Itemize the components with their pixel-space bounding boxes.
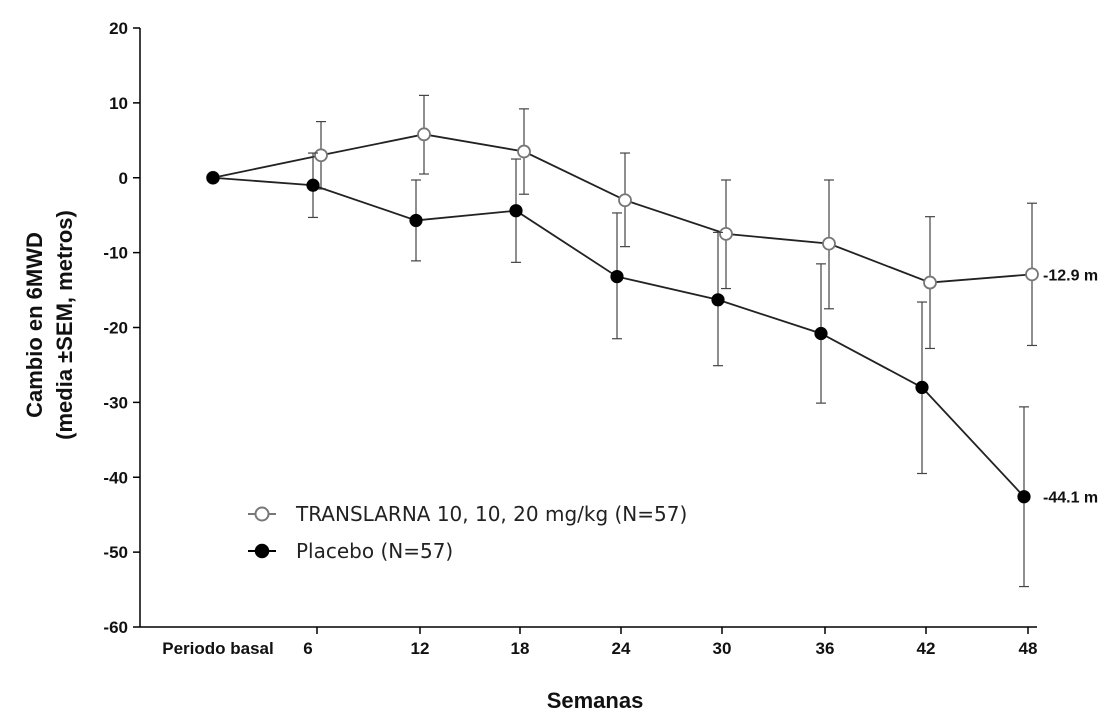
y-axis-title-line2: (media ±SEM, metros) (52, 210, 77, 440)
data-point (814, 326, 828, 341)
y-tick-label: 10 (109, 94, 128, 113)
legend-marker-placebo (254, 543, 270, 559)
data-point (618, 193, 632, 208)
y-tick-label: 20 (109, 19, 128, 38)
y-ticks: 20 10 0 -10 -20 -30 -40 -50 -60 (103, 19, 140, 637)
data-point (314, 148, 328, 163)
x-axis-title: Semanas (547, 688, 644, 713)
y-tick-label: -30 (103, 393, 128, 412)
y-tick-label: -50 (103, 543, 128, 562)
data-point (711, 293, 725, 307)
x-tick-label: Periodo basal (162, 639, 273, 658)
data-point (923, 275, 937, 290)
y-tick-label: -40 (103, 468, 128, 487)
y-axis-title: Cambio en 6MWD (media ±SEM, metros) (22, 210, 77, 440)
end-value-label: -44.1 m (1043, 490, 1098, 507)
data-point (306, 178, 320, 192)
data-point (610, 269, 624, 284)
x-tick-label: 48 (1019, 639, 1038, 658)
series-line (212, 133, 1033, 284)
data-point (409, 213, 423, 228)
y-tick-label: -60 (103, 618, 128, 637)
axes (139, 28, 1037, 628)
x-tick-label: 24 (612, 639, 631, 658)
data-point (822, 236, 836, 251)
y-tick-label: -10 (103, 244, 128, 263)
x-tick-label: 36 (816, 639, 835, 658)
series-line (212, 176, 1025, 498)
data-point (206, 171, 220, 185)
x-tick-label: 12 (411, 639, 430, 658)
legend-marker-translarna (254, 506, 270, 522)
legend-item-placebo: Placebo (N=57) (248, 539, 453, 563)
x-tick-label: 6 (303, 639, 312, 658)
data-point (417, 127, 431, 142)
data-point (719, 227, 733, 241)
data-point (1017, 490, 1031, 504)
y-axis-title-line1: Cambio en 6MWD (22, 232, 47, 418)
data-point (915, 380, 929, 394)
y-tick-label: -20 (103, 319, 128, 338)
legend-label-placebo: Placebo (N=57) (296, 539, 453, 563)
legend-item-translarna: TRANSLARNA 10, 10, 20 mg/kg (N=57) (248, 502, 687, 526)
x-tick-label: 42 (917, 639, 936, 658)
x-ticks: Periodo basal 6 12 18 24 30 36 42 48 (162, 627, 1037, 658)
series-translarna: -12.9 m (206, 94, 1098, 350)
legend: TRANSLARNA 10, 10, 20 mg/kg (N=57) Place… (248, 502, 687, 563)
end-value-label: -12.9 m (1043, 267, 1098, 284)
series-placebo: -44.1 m (206, 152, 1098, 588)
data-point (517, 144, 531, 159)
y-tick-label: 0 (119, 169, 128, 188)
series-layer: -12.9 m -44.1 m (206, 94, 1098, 588)
data-point (1025, 267, 1039, 282)
legend-label-translarna: TRANSLARNA 10, 10, 20 mg/kg (N=57) (295, 502, 687, 526)
x-tick-label: 30 (713, 639, 732, 658)
data-point (509, 204, 523, 218)
x-tick-label: 18 (511, 639, 530, 658)
